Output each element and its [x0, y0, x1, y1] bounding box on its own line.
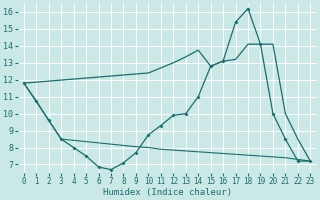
X-axis label: Humidex (Indice chaleur): Humidex (Indice chaleur): [103, 188, 232, 197]
